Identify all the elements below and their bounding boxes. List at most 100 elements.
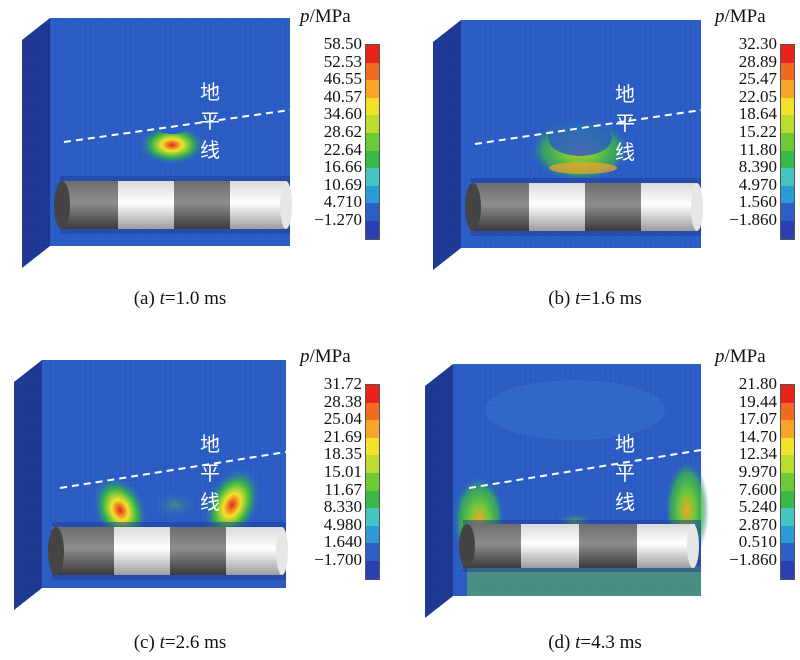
tick-label: 5.240 — [738, 497, 777, 517]
tick-label: 25.04 — [323, 409, 362, 429]
color-bar — [780, 384, 795, 580]
color-bar-segment — [366, 45, 379, 63]
horizon-label: 地平线 — [200, 432, 221, 514]
tick-label: 15.22 — [738, 121, 777, 141]
tick-label: −1.860 — [729, 549, 777, 569]
color-bar-segment — [781, 525, 794, 544]
tick-label: 18.35 — [323, 444, 362, 464]
color-bar-segment — [366, 525, 379, 544]
color-bar-segment — [781, 472, 794, 491]
tick-label: 21.69 — [323, 426, 362, 446]
unit-label: p/MPa — [300, 346, 351, 367]
color-bar-segment — [366, 420, 379, 438]
legend-ticks: 31.72 28.38 25.04 21.69 18.35 15.01 11.6… — [300, 375, 362, 569]
color-bar-segment — [366, 560, 379, 579]
color-bar-segment — [366, 80, 379, 98]
tick-label: 25.47 — [738, 69, 777, 89]
color-bar-segment — [366, 455, 379, 473]
tick-label: 18.64 — [738, 104, 777, 124]
color-bar-segment — [366, 168, 379, 186]
panel-caption: (b) t=1.6 ms — [548, 288, 642, 309]
color-bar-segment — [366, 115, 379, 133]
legend-ticks: 21.80 19.44 17.07 14.70 12.34 9.970 7.60… — [715, 375, 777, 569]
tick-label: 10.69 — [323, 174, 362, 194]
color-bar-segment — [366, 132, 379, 151]
color-bar-segment — [781, 150, 794, 169]
color-bar-segment — [781, 560, 794, 579]
unit-label: p/MPa — [715, 346, 766, 367]
panel-caption: (a) t=1.0 ms — [133, 288, 227, 309]
tick-label: 52.53 — [323, 51, 362, 71]
panel-caption: (c) t=2.6 ms — [133, 632, 227, 653]
color-bar-segment — [781, 203, 794, 221]
color-bar-segment — [781, 385, 794, 403]
color-bar-segment — [366, 203, 379, 221]
tick-label: 4.970 — [738, 174, 777, 194]
tick-label: 28.62 — [323, 121, 362, 141]
tick-label: 46.55 — [323, 69, 362, 89]
tick-label: 7.600 — [738, 479, 777, 499]
color-bar-segment — [366, 437, 379, 456]
color-bar-segment — [781, 508, 794, 526]
color-bar-segment — [781, 115, 794, 133]
tick-label: −1.860 — [729, 209, 777, 229]
pipe-b — [465, 178, 703, 236]
color-bar — [365, 384, 380, 580]
panel-caption: (d) t=4.3 ms — [548, 632, 642, 653]
tick-label: 1.560 — [738, 192, 777, 212]
color-bar-segment — [781, 97, 794, 116]
tick-label: 8.330 — [323, 497, 362, 517]
block-model-d — [425, 364, 709, 618]
pipe-a — [54, 176, 292, 234]
tick-label: 11.80 — [739, 139, 777, 159]
tick-label: 21.80 — [738, 374, 777, 393]
color-bar-segment — [366, 472, 379, 491]
tick-label: 1.640 — [323, 532, 362, 552]
tick-label: 4.980 — [323, 514, 362, 534]
color-bar-segment — [366, 220, 379, 239]
legend-ticks: 32.30 28.89 25.47 22.05 18.64 15.22 11.8… — [715, 35, 777, 229]
color-bar-segment — [781, 455, 794, 473]
horizon-label: 地平线 — [200, 80, 221, 162]
tick-label: 28.89 — [738, 51, 777, 71]
color-bar-segment — [366, 385, 379, 403]
tick-label: 28.38 — [323, 391, 362, 411]
color-bar-segment — [366, 150, 379, 169]
block-model-b — [433, 20, 703, 270]
tick-label: 4.710 — [323, 192, 362, 212]
tick-label: 9.970 — [738, 461, 777, 481]
tick-label: 0.510 — [738, 532, 777, 552]
color-bar-segment — [781, 437, 794, 456]
tick-label: −1.270 — [314, 209, 362, 229]
color-bar — [780, 44, 795, 240]
tick-label: 15.01 — [323, 461, 362, 481]
pipe-d — [459, 520, 701, 572]
tick-label: 40.57 — [323, 86, 362, 106]
tick-label: 16.66 — [323, 157, 362, 177]
color-bar-segment — [366, 543, 379, 561]
tick-label: 8.390 — [738, 157, 777, 177]
tick-label: 17.07 — [738, 409, 777, 429]
tick-label: 22.05 — [738, 86, 777, 106]
color-bar — [365, 44, 380, 240]
tick-label: 22.64 — [323, 139, 362, 159]
color-bar-segment — [366, 62, 379, 81]
tick-label: 2.870 — [738, 514, 777, 534]
legend-ticks: 58.50 52.53 46.55 40.57 34.60 28.62 22.6… — [300, 35, 362, 229]
color-bar-segment — [366, 490, 379, 509]
color-bar-segment — [366, 185, 379, 204]
horizon-label: 地平线 — [615, 432, 636, 514]
tick-label: −1.700 — [314, 549, 362, 569]
block-model-c — [14, 360, 288, 610]
pipe-c — [48, 522, 288, 580]
tick-label: 31.72 — [323, 374, 362, 393]
tick-label: 14.70 — [738, 426, 777, 446]
color-bar-segment — [781, 168, 794, 186]
unit-label: p/MPa — [300, 6, 351, 27]
tick-label: 12.34 — [738, 444, 777, 464]
color-bar-segment — [366, 508, 379, 526]
color-bar-segment — [366, 402, 379, 421]
color-bar-segment — [781, 543, 794, 561]
color-bar-segment — [781, 80, 794, 98]
color-bar-segment — [781, 490, 794, 509]
